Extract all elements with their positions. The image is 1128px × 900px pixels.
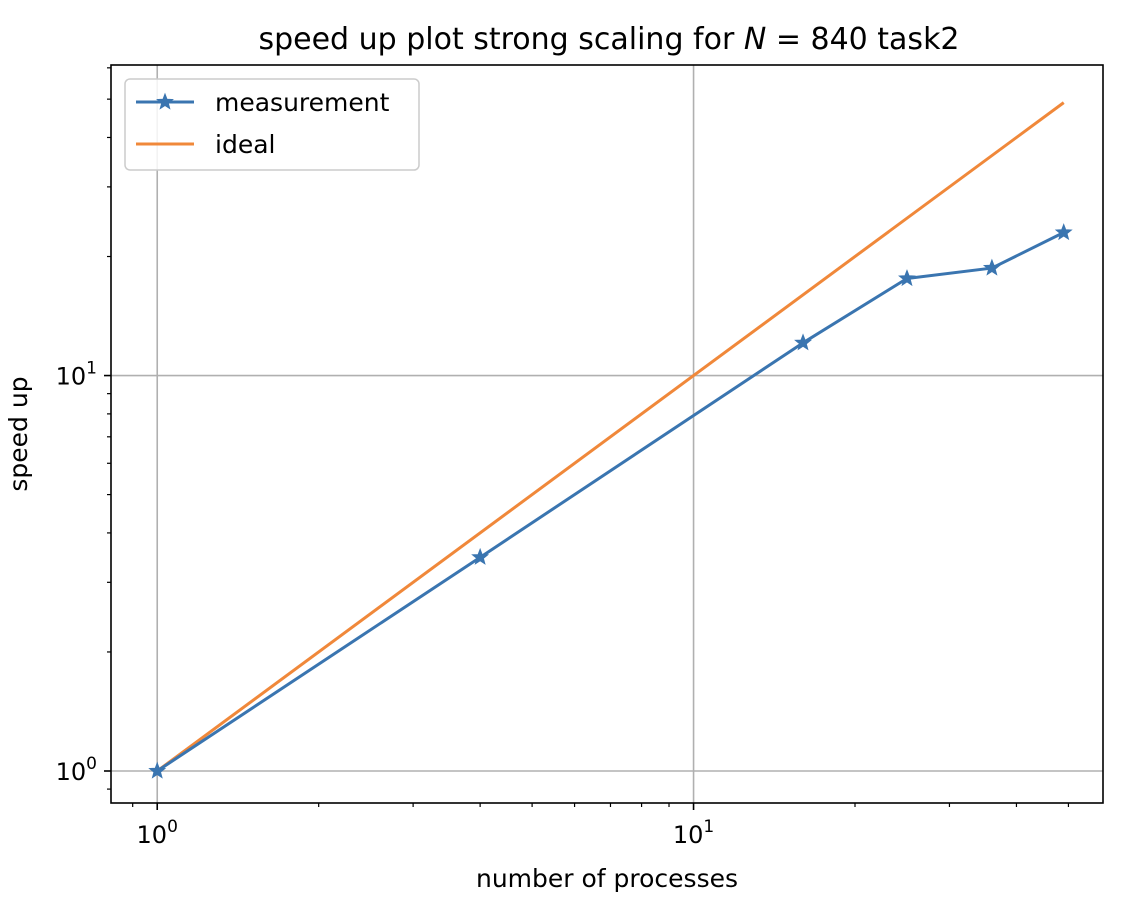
tick-labels: 100 101 100 101 [56,359,715,849]
plot-frame [110,64,1104,804]
y-axis-label: speed up [4,376,33,491]
data-point-measurement [982,258,1001,276]
data-point-measurement [471,547,490,565]
x-tick-label: 101 [673,817,714,849]
legend: measurement ideal [124,78,420,171]
legend-box [124,78,420,171]
data-point-measurement [148,761,167,779]
x-tick-label: 100 [137,817,178,849]
data-point-measurement [898,269,916,287]
series-line-measurement [156,231,1065,773]
series-line-ideal [156,101,1065,773]
data-point-measurement [794,333,812,351]
series-layer [148,101,1073,779]
legend-label-measurement: measurement [215,88,390,117]
minor-ticks [107,67,1070,807]
data-point-measurement [1054,223,1073,241]
y-tick-label: 100 [56,754,97,786]
grid-lines [111,65,1103,803]
y-tick-label: 101 [56,359,97,391]
chart-title: speed up plot strong scaling for N = 840… [258,22,959,57]
x-axis-label: number of processes [476,864,738,893]
legend-label-ideal: ideal [215,130,275,159]
legend-marker-measurement [156,92,174,110]
major-ticks [104,374,695,810]
